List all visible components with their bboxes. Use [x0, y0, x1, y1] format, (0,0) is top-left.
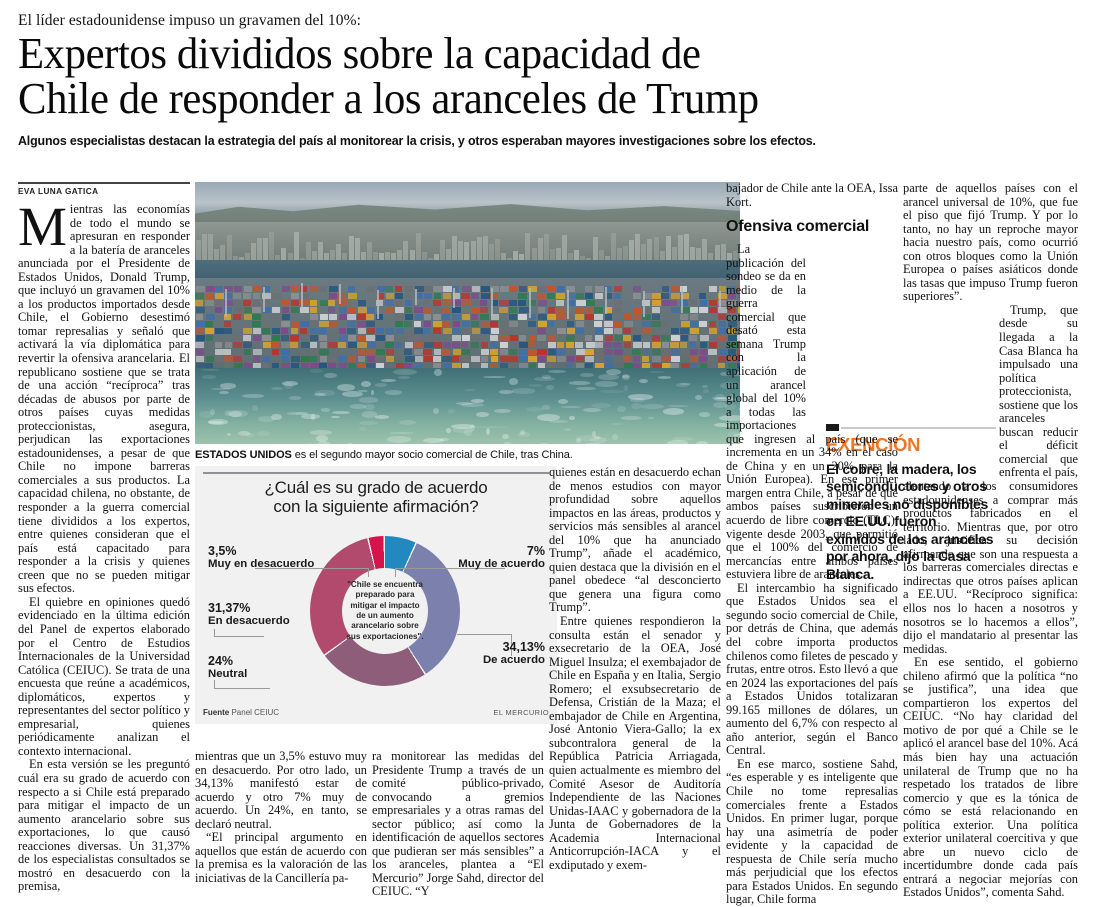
article-subhead: Algunos especialistas destacan la estrat… — [18, 134, 1066, 148]
paragraph: parte de aquellos países con el arancel … — [903, 182, 1078, 304]
section-heading: Ofensiva comercial — [726, 218, 898, 236]
headline-line-1: Expertos divididos sobre la capacidad de — [18, 29, 701, 78]
headline-line-2: Chile de responder a los aranceles de Tr… — [18, 76, 1050, 121]
paragraph: En ese sentido, el gobierno chileno afir… — [903, 656, 1078, 900]
column-6: parte de aquellos países con el arancel … — [903, 182, 1078, 900]
column-2: mientras que un 3,5% estuvo muy en desac… — [195, 750, 367, 885]
page-title: Expertos divididos sobre la capacidad de… — [18, 31, 1050, 122]
article-body: EVA LUNA GATICA Mientras las economías d… — [18, 182, 1084, 872]
column-5: bajador de Chile ante la OEA, Issa Kort.… — [726, 182, 898, 907]
paragraph: El quiebre en opiniones quedó evidenciad… — [18, 596, 190, 759]
pullquote-text-wrap-spacer — [806, 243, 898, 425]
paragraph: ra monitorear las medidas del Presidente… — [372, 750, 544, 899]
paragraph: mientras que un 3,5% estuvo muy en desac… — [195, 750, 367, 831]
paragraph: Entre quienes respondieron la consulta e… — [549, 615, 721, 872]
pullquote-text-wrap-spacer-2 — [903, 304, 999, 472]
paragraph: Mientras las economías de todo el mundo … — [18, 203, 190, 596]
column-4: quienes están en desacuerdo echan de men… — [549, 466, 721, 872]
column-3: ra monitorear las medidas del Presidente… — [372, 750, 544, 899]
paragraph: “El principal argumento en aquellos que … — [195, 831, 367, 885]
column-1: EVA LUNA GATICA Mientras las economías d… — [18, 182, 190, 894]
paragraph: bajador de Chile ante la OEA, Issa Kort. — [726, 182, 898, 209]
masthead: El líder estadounidense impuso un gravam… — [0, 0, 1100, 148]
article-kicker: El líder estadounidense impuso un gravam… — [18, 12, 1082, 29]
byline: EVA LUNA GATICA — [18, 187, 190, 196]
paragraph: Trump, que desde su llegada a la Casa Bl… — [903, 304, 1078, 656]
paragraph: En esta versión se les preguntó cuál era… — [18, 758, 190, 893]
paragraph: En ese marco, sostiene Sahd, “es esperab… — [726, 758, 898, 907]
paragraph: quienes están en desacuerdo echan de men… — [549, 466, 721, 615]
column-rule — [18, 182, 190, 184]
paragraph: La publicación del sondeo se da en medio… — [726, 243, 898, 582]
paragraph: El intercambio ha significado que Estado… — [726, 582, 898, 758]
newspaper-page: El líder estadounidense impuso un gravam… — [0, 0, 1100, 872]
